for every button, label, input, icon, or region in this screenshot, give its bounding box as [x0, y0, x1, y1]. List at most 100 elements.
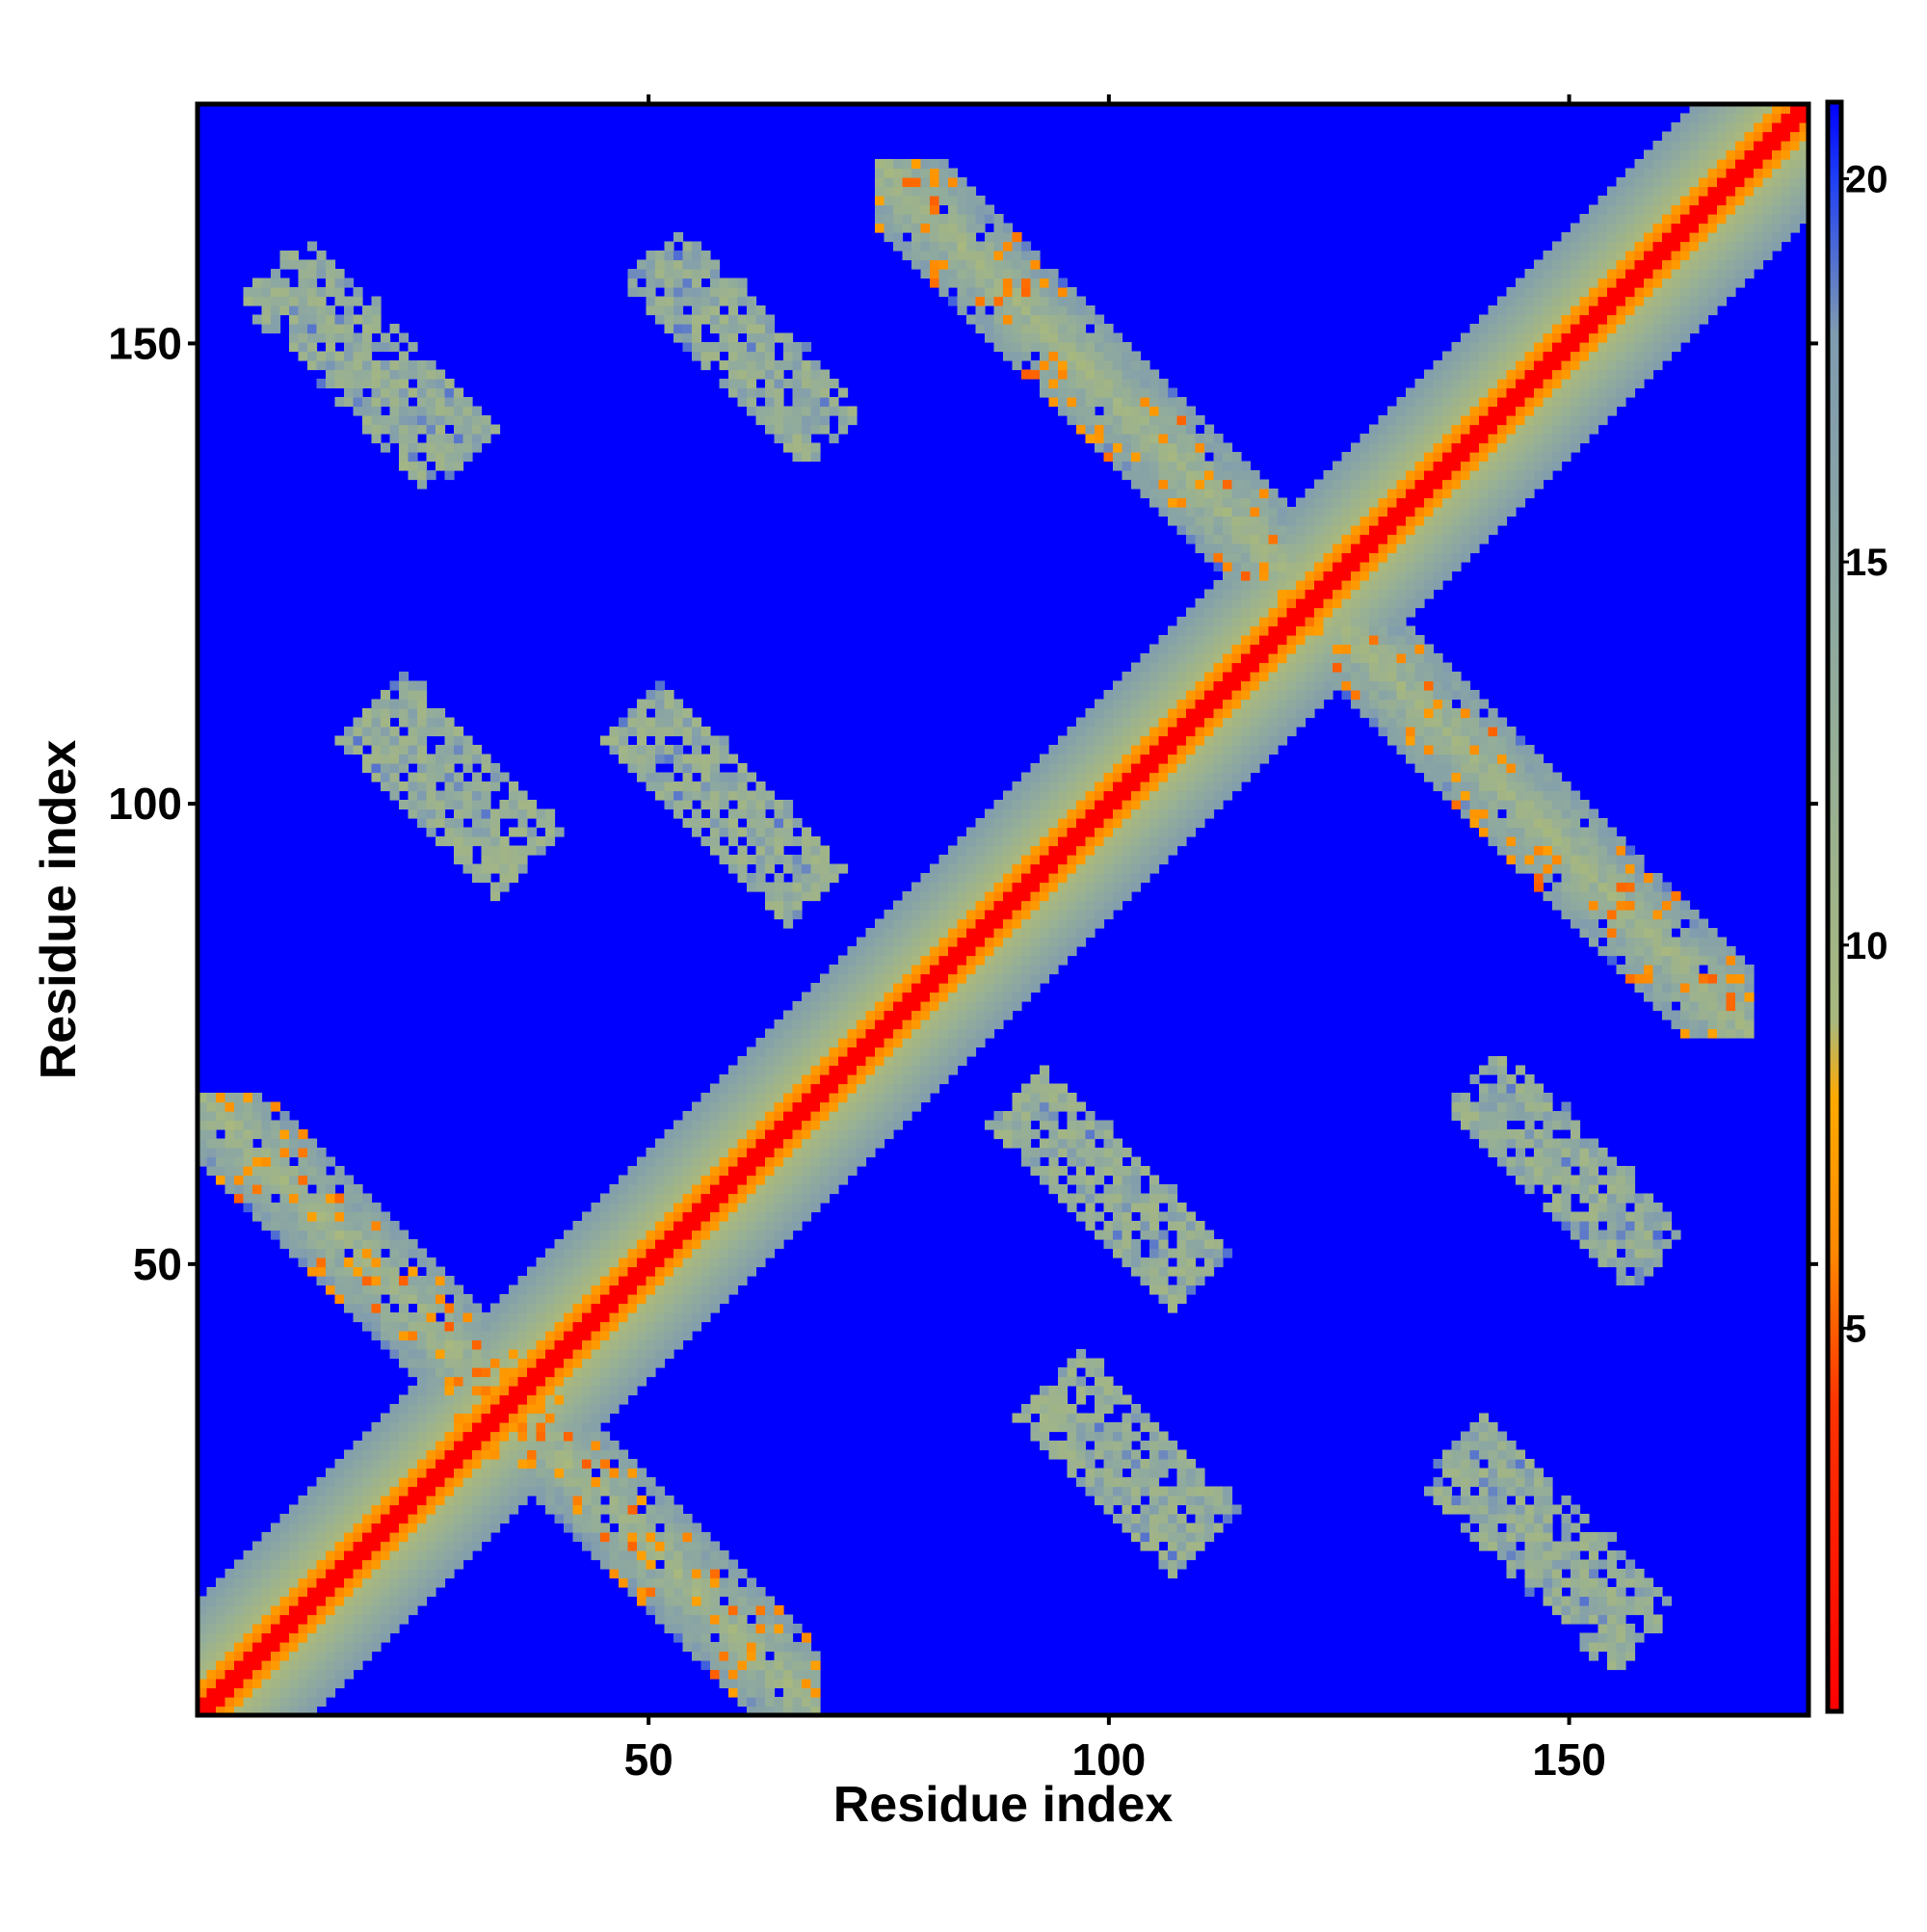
- heatmap-cell: [436, 1449, 446, 1460]
- heatmap-cell: [719, 1294, 729, 1305]
- heatmap-cell: [316, 1514, 327, 1524]
- heatmap-cell: [362, 424, 373, 435]
- heatmap-cell: [279, 1679, 290, 1689]
- heatmap-cell: [454, 1550, 464, 1561]
- heatmap-cell: [1048, 800, 1059, 810]
- heatmap-cell: [737, 845, 748, 856]
- heatmap-cell: [353, 1266, 363, 1277]
- heatmap-cell: [1149, 1257, 1160, 1268]
- heatmap-cell: [371, 1303, 382, 1313]
- heatmap-cell: [774, 1221, 784, 1231]
- heatmap-cell: [957, 251, 967, 261]
- heatmap-cell: [326, 1514, 336, 1524]
- heatmap-cell: [426, 1394, 436, 1405]
- heatmap-cell: [572, 1522, 583, 1533]
- heatmap-cell: [938, 287, 949, 298]
- heatmap-cell: [1048, 1413, 1059, 1423]
- heatmap-cell: [545, 1303, 556, 1313]
- heatmap-cell: [389, 727, 400, 737]
- heatmap-cell: [637, 1211, 647, 1222]
- heatmap-cell: [454, 1459, 464, 1469]
- heatmap-cell: [710, 1120, 721, 1130]
- heatmap-cell: [334, 1284, 345, 1295]
- heatmap-cell: [783, 1706, 794, 1716]
- heatmap-cell: [381, 342, 391, 353]
- heatmap-cell: [755, 1148, 766, 1158]
- heatmap-cell: [747, 1697, 757, 1707]
- heatmap-cell: [344, 314, 355, 325]
- heatmap-cell: [426, 1422, 436, 1433]
- heatmap-cell: [216, 1697, 226, 1707]
- heatmap-cell: [1021, 965, 1032, 975]
- heatmap-cell: [700, 1632, 711, 1643]
- heatmap-cell: [1103, 452, 1114, 463]
- heatmap-cell: [1113, 1514, 1123, 1524]
- heatmap-cell: [765, 882, 776, 892]
- heatmap-cell: [426, 1550, 436, 1561]
- heatmap-cell: [381, 717, 391, 728]
- heatmap-cell: [334, 1577, 345, 1588]
- heatmap-cell: [362, 1211, 373, 1222]
- heatmap-cell: [911, 946, 922, 957]
- heatmap-cell: [381, 735, 391, 746]
- heatmap-cell: [637, 287, 647, 298]
- heatmap-cell: [436, 1577, 446, 1588]
- heatmap-cell: [1067, 900, 1077, 911]
- heatmap-cell: [774, 1211, 784, 1222]
- heatmap-cell: [619, 754, 629, 764]
- heatmap-cell: [591, 1358, 601, 1368]
- heatmap-cell: [664, 1284, 674, 1295]
- heatmap-cell: [198, 1632, 208, 1643]
- heatmap-cell: [792, 434, 803, 444]
- heatmap-cell: [920, 251, 931, 261]
- heatmap-cell: [820, 1046, 831, 1057]
- heatmap-cell: [1140, 1514, 1150, 1524]
- heatmap-cell: [975, 827, 986, 837]
- heatmap-cell: [198, 1669, 208, 1680]
- heatmap-cell: [1131, 387, 1142, 398]
- heatmap-cell: [884, 168, 894, 178]
- heatmap-cell: [902, 1010, 912, 1020]
- heatmap-cell: [619, 717, 629, 728]
- heatmap-cell: [381, 1449, 391, 1460]
- heatmap-cell: [700, 735, 711, 746]
- heatmap-cell: [673, 1541, 684, 1551]
- heatmap-cell: [911, 891, 922, 902]
- heatmap-cell: [985, 232, 995, 243]
- heatmap-cell: [517, 1441, 528, 1451]
- heatmap-cell: [344, 1522, 355, 1533]
- heatmap-cell: [902, 196, 912, 206]
- heatmap-cell: [993, 324, 1004, 334]
- heatmap-cell: [655, 680, 666, 691]
- heatmap-cell: [1103, 772, 1114, 782]
- heatmap-cell: [472, 1468, 483, 1478]
- heatmap-cell: [582, 1349, 593, 1360]
- heatmap-cell: [426, 772, 436, 782]
- heatmap-cell: [1040, 790, 1050, 801]
- heatmap-cell: [1012, 305, 1022, 316]
- heatmap-cell: [307, 1651, 318, 1661]
- heatmap-cell: [985, 900, 995, 911]
- heatmap-cell: [765, 1038, 776, 1048]
- heatmap-cell: [198, 1120, 208, 1130]
- heatmap-cell: [1095, 717, 1105, 728]
- heatmap-cell: [1021, 973, 1032, 984]
- heatmap-cell: [344, 1614, 355, 1625]
- heatmap-cell: [820, 397, 831, 408]
- heatmap-cell: [810, 1138, 821, 1149]
- heatmap-cell: [417, 1394, 428, 1405]
- heatmap-cell: [765, 1632, 776, 1643]
- heatmap-cell: [344, 1660, 355, 1671]
- heatmap-cell: [389, 1569, 400, 1579]
- heatmap-cell: [399, 1504, 409, 1515]
- heatmap-cell: [1113, 1184, 1123, 1195]
- heatmap-cell: [865, 1028, 876, 1039]
- heatmap-cell: [271, 1550, 281, 1561]
- heatmap-cell: [765, 818, 776, 829]
- heatmap-cell: [1021, 1083, 1032, 1094]
- heatmap-cell: [920, 186, 931, 197]
- heatmap-cell: [454, 1522, 464, 1533]
- heatmap-cell: [664, 1230, 674, 1240]
- heatmap-cell: [371, 406, 382, 416]
- heatmap-cell: [765, 1706, 776, 1716]
